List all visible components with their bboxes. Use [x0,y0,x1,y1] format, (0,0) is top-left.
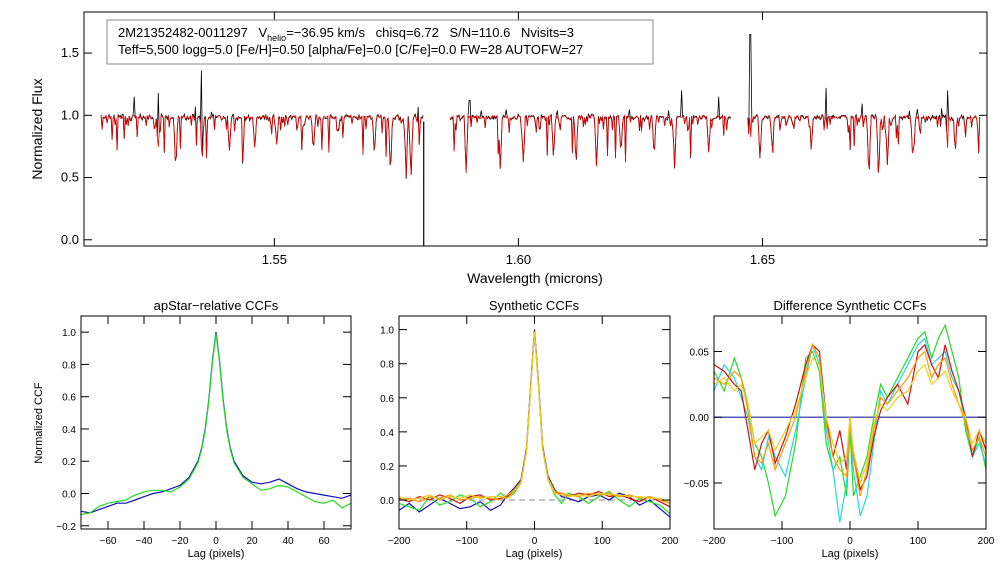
apstar-ccf-series-visit-1 [80,332,352,514]
difference-ccf-data-layer [713,323,987,523]
nvisits-value: Nvisits=3 [521,25,574,40]
apstar-ccf-xtick-label: 0 [213,536,219,547]
spectrum-info-box [106,19,654,65]
spectrum-x-axis-label: Wavelength (microns) [467,270,603,286]
vhelio-subscript: helio [267,33,286,43]
synthetic-ccf-x-axis-label: Lag (pixels) [506,548,563,560]
spectrum-axes-frame [83,11,988,247]
difference-ccf-ytick-label: −0.05 [684,479,710,490]
synthetic-ccf-series-blue [398,329,671,518]
apstar-ccf-xtick-label: −40 [136,536,153,547]
difference-ccf-xtick-label: 0 [847,536,853,547]
apstar-ccf-title: apStar−relative CCFs [154,298,279,313]
apstar-ccf-series-visit-2 [80,333,352,516]
spectrum-observed-chip-3 [747,34,981,173]
apstar-ccf-xtick-label: 60 [318,536,330,547]
apstar-ccf-xtick-label: 20 [246,536,258,547]
spectrum-xtick-label: 1.60 [506,252,531,267]
difference-ccf-panel: Difference Synthetic CCFs −200 −100 0 100 20… [684,298,995,560]
synthetic-ccf-ytick-label: 0.0 [380,496,394,507]
difference-ccf-xtick-label: −100 [771,536,794,547]
chisq-value: chisq=6.72 [376,25,439,40]
difference-ccf-ytick-label: 0.00 [690,413,710,424]
difference-ccf-xtick-label: −200 [703,536,726,547]
synthetic-ccf-ytick-label: 0.2 [380,462,394,473]
difference-ccf-series-orange [713,343,987,497]
apstar-ccf-y-axis-label: Normalized CCF [33,382,45,464]
synthetic-ccf-ytick-label: 0.4 [380,428,394,439]
synthetic-ccf-xtick-label: −200 [388,536,411,547]
apstar-ccf-ticks: −60 −40 −20 0 20 40 60 −0.2 0.0 0.2 0.4 0.6 0.8 1.0 [56,316,351,547]
apstar-ccf-data-layer [80,332,352,516]
apstar-ccf-panel: apStar−relative CCFs −60 −40 −20 0 20 40 60 −0.… [33,298,352,560]
difference-ccf-title: Difference Synthetic CCFs [774,298,927,313]
apstar-ccf-ytick-label: 0.2 [62,457,76,468]
spectrum-xtick-label: 1.55 [262,252,287,267]
synthetic-ccf-series-orange [398,331,671,504]
apstar-ccf-ytick-label: 0.8 [62,360,76,371]
synthetic-ccf-panel: Synthetic CCFs −200 −100 0 100 200 0.0 0.2 0.4 0… [380,298,679,560]
spectrum-ytick-label: 1.5 [61,45,79,60]
apstar-ccf-ytick-label: 1.0 [62,328,76,339]
difference-ccf-xtick-label: 200 [978,536,995,547]
synthetic-ccf-series-red [398,331,671,508]
spectrum-panel: 1.55 1.60 1.65 0.0 0.5 1.0 1.5 Wavelength (mic… [29,11,988,286]
spectrum-observed-chip-2 [449,90,731,170]
star-id: 2M21352482-0011297 [118,25,248,40]
synthetic-ccf-data-layer [398,329,671,518]
spectrum-xtick-label: 1.65 [750,252,775,267]
synthetic-ccf-ytick-label: 1.0 [380,326,394,337]
spectrum-ytick-label: 0.0 [61,232,79,247]
synthetic-ccf-ticks: −200 −100 0 100 200 0.0 0.2 0.4 0.6 0.8 1.0 [380,316,679,547]
spectrum-model-chip-1 [100,113,424,178]
synthetic-ccf-xtick-label: 200 [662,536,679,547]
difference-ccf-ytick-label: 0.05 [690,348,710,359]
difference-ccf-series-yellow [713,357,987,486]
synthetic-ccf-ytick-label: 0.8 [380,360,394,371]
apstar-ccf-ytick-label: 0.6 [62,393,76,404]
synthetic-ccf-ytick-label: 0.6 [380,394,394,405]
spectrum-info-line-1: 2M21352482-0011297 Vhelio=−36.95 km/s ch… [118,25,574,43]
spectrum-ytick-label: 1.0 [61,107,79,122]
synthetic-ccf-xtick-label: 0 [532,536,538,547]
apstar-ccf-xtick-label: −60 [100,536,117,547]
apstar-ccf-ytick-label: 0.4 [62,425,76,436]
vhelio-value: =−36.95 km/s [286,25,365,40]
spectrum-data-layer [100,34,981,246]
sn-value: S/N=110.6 [449,25,510,40]
spectrum-model-chip-3 [747,114,981,173]
synthetic-ccf-xtick-label: 100 [594,536,611,547]
difference-ccf-xtick-label: 100 [910,536,927,547]
apstar-ccf-axes-frame [80,315,352,530]
difference-ccf-x-axis-label: Lag (pixels) [822,548,879,560]
spectrum-info-line-2: Teff=5,500 logg=5.0 [Fe/H]=0.50 [alpha/F… [118,42,583,57]
spectrum-observed-chip-1 [100,70,424,179]
difference-ccf-ticks: −200 −100 0 100 200 −0.05 0.00 0.05 [684,316,995,547]
apstar-ccf-x-axis-label: Lag (pixels) [188,548,245,560]
synthetic-ccf-series-yellow [398,332,671,503]
synthetic-ccf-series-green [398,331,671,515]
synthetic-ccf-title: Synthetic CCFs [489,298,580,313]
spectrum-model-chip-2 [449,114,732,174]
spectrum-y-axis-label: Normalized Flux [29,78,45,179]
apstar-ccf-ytick-label: −0.2 [56,522,76,533]
apstar-ccf-xtick-label: −20 [172,536,189,547]
spectrum-ticks: 1.55 1.60 1.65 0.0 0.5 1.0 1.5 [61,12,987,267]
apstar-ccf-xtick-label: 40 [282,536,294,547]
synthetic-ccf-xtick-label: −100 [455,536,478,547]
vhelio-prefix: V [259,25,268,40]
apstar-ccf-ytick-label: 0.0 [62,490,76,501]
spectrum-ytick-label: 0.5 [61,170,79,185]
